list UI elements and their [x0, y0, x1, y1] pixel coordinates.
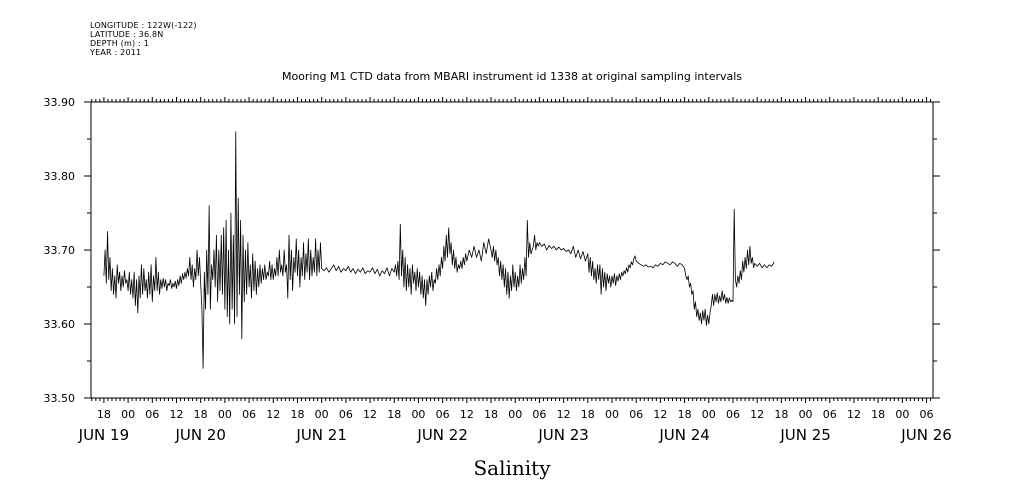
- y-axis: 33.50 33.60 33.70 33.80 33.90: [44, 96, 940, 405]
- x-hour-label: 06: [339, 408, 353, 421]
- x-hour-label: 12: [653, 408, 667, 421]
- metadata-year: YEAR : 2011: [90, 48, 142, 57]
- x-hour-label: 00: [121, 408, 135, 421]
- x-hour-label: 18: [774, 408, 788, 421]
- series-layer: [103, 131, 775, 369]
- y-tick-label: 33.80: [44, 170, 76, 183]
- chart-title: Mooring M1 CTD data from MBARI instrumen…: [282, 70, 742, 83]
- x-hour-label: 12: [557, 408, 571, 421]
- x-hour-label: 12: [363, 408, 377, 421]
- x-day-label: JUN 24: [658, 426, 709, 444]
- x-day-label: JUN 20: [174, 426, 225, 444]
- metadata-latitude: LATITUDE : 36.8N: [90, 30, 164, 39]
- x-day-label: JUN 25: [779, 426, 830, 444]
- x-hour-label: 06: [242, 408, 256, 421]
- x-hour-label: 12: [750, 408, 764, 421]
- y-tick-label: 33.90: [44, 96, 76, 109]
- x-hour-label: 00: [605, 408, 619, 421]
- x-hour-label: 06: [726, 408, 740, 421]
- x-hour-label: 12: [460, 408, 474, 421]
- x-hour-label: 18: [581, 408, 595, 421]
- x-hour-label: 18: [387, 408, 401, 421]
- salinity-line: [103, 131, 775, 369]
- x-hour-label: 06: [629, 408, 643, 421]
- x-day-label: JUN 21: [295, 426, 346, 444]
- y-tick-label: 33.60: [44, 318, 76, 331]
- x-hour-label: 00: [895, 408, 909, 421]
- x-hour-label: 18: [678, 408, 692, 421]
- x-day-label: JUN 22: [416, 426, 467, 444]
- x-day-label: JUN 23: [537, 426, 588, 444]
- x-hour-label: 18: [484, 408, 498, 421]
- x-hour-label: 12: [266, 408, 280, 421]
- x-hour-label: 18: [871, 408, 885, 421]
- x-hour-label: 00: [508, 408, 522, 421]
- x-hour-label: 00: [799, 408, 813, 421]
- x-hour-label: 06: [823, 408, 837, 421]
- x-hour-label: 00: [315, 408, 329, 421]
- x-day-label: JUN 26: [900, 426, 951, 444]
- y-tick-label: 33.50: [44, 392, 76, 405]
- plot-frame: [90, 101, 934, 399]
- x-hour-label: 12: [169, 408, 183, 421]
- metadata-depth: DEPTH (m) : 1: [90, 39, 149, 48]
- x-hour-label: 18: [194, 408, 208, 421]
- x-hour-label: 18: [97, 408, 111, 421]
- metadata-block: LONGITUDE : 122W(-122) LATITUDE : 36.8N …: [90, 21, 197, 57]
- x-day-label: JUN 19: [78, 426, 129, 444]
- x-hour-label: 06: [532, 408, 546, 421]
- x-hour-label: 00: [411, 408, 425, 421]
- x-hour-label: 06: [145, 408, 159, 421]
- x-hour-label: 00: [702, 408, 716, 421]
- x-hour-label: 12: [847, 408, 861, 421]
- metadata-longitude: LONGITUDE : 122W(-122): [90, 21, 197, 30]
- x-axis-label: Salinity: [473, 456, 551, 480]
- y-tick-label: 33.70: [44, 244, 76, 257]
- x-axis: 18 00 06 12 18 00 06 12 18 00 06 12 18 00 06 12 18 00 06 12…: [78, 97, 952, 444]
- x-hour-label: 06: [436, 408, 450, 421]
- x-hour-label: 06: [920, 408, 934, 421]
- x-hour-label: 00: [218, 408, 232, 421]
- x-hour-label: 18: [290, 408, 304, 421]
